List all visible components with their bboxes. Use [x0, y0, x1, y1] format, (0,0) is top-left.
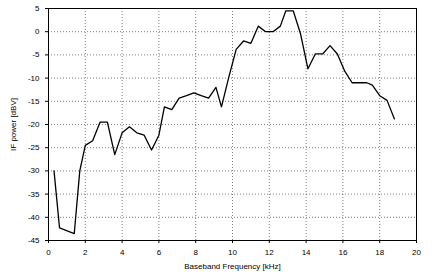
svg-text:18: 18: [375, 248, 384, 257]
svg-text:Baseband Frequency [kHz]: Baseband Frequency [kHz]: [184, 262, 281, 271]
svg-text:14: 14: [302, 248, 311, 257]
svg-text:4: 4: [120, 248, 125, 257]
svg-text:-45: -45: [28, 236, 40, 245]
svg-text:-35: -35: [28, 190, 40, 199]
svg-text:-25: -25: [28, 143, 40, 152]
svg-text:-5: -5: [32, 50, 40, 59]
svg-text:20: 20: [412, 248, 421, 257]
svg-text:12: 12: [265, 248, 274, 257]
svg-text:0: 0: [46, 248, 51, 257]
svg-text:16: 16: [338, 248, 347, 257]
svg-text:-20: -20: [28, 120, 40, 129]
svg-text:8: 8: [193, 248, 198, 257]
svg-text:0: 0: [35, 27, 40, 36]
svg-text:-30: -30: [28, 166, 40, 175]
svg-text:2: 2: [83, 248, 88, 257]
svg-text:IF power [dBV]: IF power [dBV]: [9, 98, 18, 151]
svg-text:10: 10: [228, 248, 237, 257]
svg-text:-40: -40: [28, 213, 40, 222]
svg-text:-15: -15: [28, 97, 40, 106]
svg-text:-10: -10: [28, 74, 40, 83]
svg-text:6: 6: [157, 248, 162, 257]
svg-text:5: 5: [35, 4, 40, 13]
